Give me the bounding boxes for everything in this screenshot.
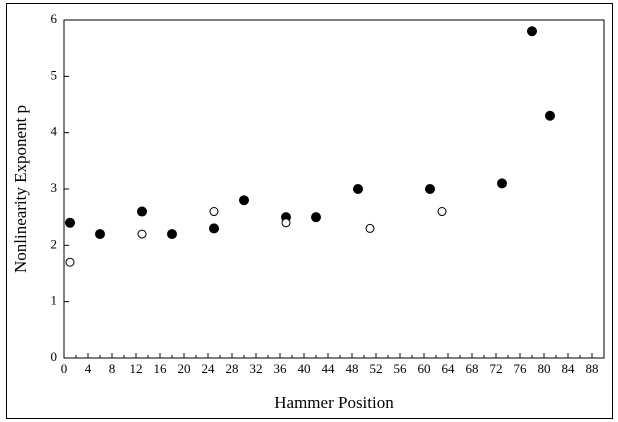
x-tick-label: 24 bbox=[202, 361, 216, 376]
point bbox=[311, 212, 321, 223]
point bbox=[209, 207, 219, 217]
y-axis-label: Nonlinearity Exponent p bbox=[11, 105, 30, 273]
x-tick-label: 80 bbox=[538, 361, 551, 376]
x-tick-label: 84 bbox=[562, 361, 576, 376]
x-tick-label: 44 bbox=[322, 361, 336, 376]
y-tick-label: 2 bbox=[51, 236, 58, 251]
x-tick-label: 32 bbox=[250, 361, 263, 376]
point bbox=[281, 218, 291, 228]
point bbox=[137, 229, 147, 239]
x-tick-label: 76 bbox=[514, 361, 528, 376]
x-tick-label: 40 bbox=[298, 361, 311, 376]
x-tick-label: 68 bbox=[466, 361, 479, 376]
x-tick-label: 12 bbox=[130, 361, 143, 376]
x-tick-label: 8 bbox=[109, 361, 116, 376]
x-tick-label: 16 bbox=[154, 361, 168, 376]
x-axis-label: Hammer Position bbox=[274, 393, 394, 412]
point bbox=[425, 184, 435, 194]
y-tick-label: 0 bbox=[51, 349, 58, 364]
point bbox=[65, 217, 75, 228]
y-tick-label: 6 bbox=[51, 11, 58, 26]
point bbox=[209, 223, 219, 234]
x-tick-label: 28 bbox=[226, 361, 239, 376]
plot-area bbox=[63, 19, 605, 359]
point bbox=[365, 223, 375, 233]
x-tick-label: 4 bbox=[85, 361, 92, 376]
x-tick-label: 52 bbox=[370, 361, 383, 376]
x-tick-label: 0 bbox=[61, 361, 68, 376]
point bbox=[437, 207, 447, 217]
x-tick-label: 56 bbox=[394, 361, 408, 376]
x-tick-label: 20 bbox=[178, 361, 191, 376]
point bbox=[527, 26, 537, 37]
point bbox=[65, 257, 75, 267]
point bbox=[545, 110, 555, 121]
y-tick-label: 1 bbox=[51, 293, 58, 308]
y-tick-label: 4 bbox=[51, 124, 58, 139]
y-tick-label: 5 bbox=[51, 67, 58, 82]
point bbox=[239, 195, 249, 206]
x-tick-label: 36 bbox=[274, 361, 288, 376]
frame bbox=[6, 3, 613, 419]
point bbox=[137, 206, 147, 217]
point bbox=[353, 184, 363, 194]
point bbox=[497, 178, 507, 189]
x-tick-label: 64 bbox=[442, 361, 456, 376]
x-tick-label: 72 bbox=[490, 361, 503, 376]
x-tick-label: 48 bbox=[346, 361, 359, 376]
point bbox=[167, 229, 177, 240]
point bbox=[95, 229, 105, 240]
y-tick-label: 3 bbox=[51, 180, 58, 195]
x-tick-label: 88 bbox=[586, 361, 599, 376]
x-tick-label: 60 bbox=[418, 361, 431, 376]
